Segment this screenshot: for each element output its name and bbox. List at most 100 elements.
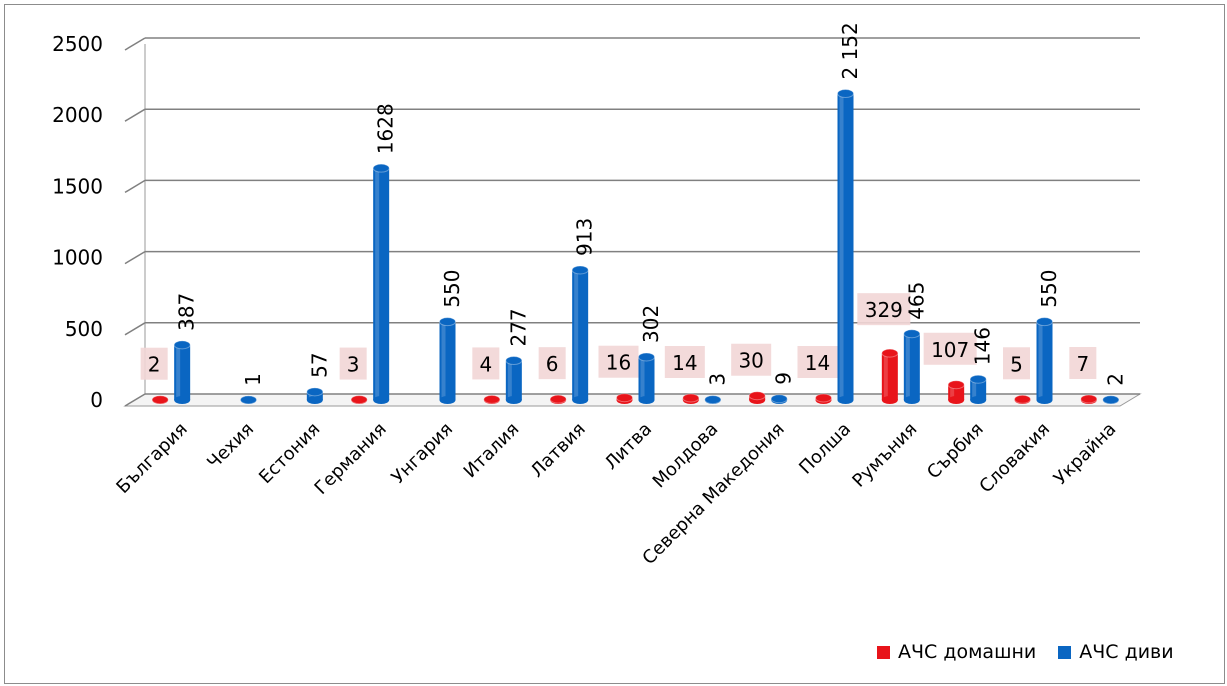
legend-label-domestic: АЧС домашни	[898, 641, 1037, 663]
bar-domestic-highlight	[950, 384, 955, 400]
bar-wild-top	[173, 340, 191, 350]
data-label-wild: 9	[772, 372, 796, 385]
data-label-domestic: 14	[664, 346, 705, 379]
bar-wild-top	[969, 374, 987, 384]
bar-wild-body	[1036, 321, 1053, 400]
data-label-text: 4	[479, 352, 492, 376]
bar-wild-base	[837, 396, 854, 404]
x-tick-label: Латвия	[527, 419, 590, 482]
bar-wild-top	[240, 395, 257, 405]
bar-wild-highlight	[176, 344, 181, 400]
x-tick-label: Литва	[601, 419, 656, 474]
data-label-box	[472, 347, 500, 380]
x-tick-label: Естония	[255, 419, 324, 488]
data-label-wild: 2 152	[838, 22, 862, 79]
bar-wild-base	[572, 396, 589, 404]
bar-wild-top	[306, 387, 324, 397]
data-label-wild: 57	[307, 352, 331, 377]
x-tick-label: България	[112, 419, 191, 498]
bar-domestic	[549, 394, 567, 404]
data-label-wild: 302	[639, 305, 663, 343]
bar-domestic-top	[1014, 394, 1031, 404]
bar-wild-highlight	[375, 168, 380, 400]
bar-wild	[903, 329, 921, 404]
bar-wild-body	[174, 344, 191, 400]
data-label-text: 6	[546, 352, 559, 376]
x-tick-label: Унгария	[388, 419, 457, 488]
bar-domestic-top	[682, 393, 700, 403]
bar-wild-highlight	[839, 93, 844, 400]
data-label-box	[339, 347, 367, 380]
bar-domestic-top	[483, 394, 501, 404]
data-label-text: 2	[148, 353, 161, 377]
bar-wild-highlight	[1038, 321, 1043, 400]
bar-domestic-top	[815, 393, 832, 403]
data-label-domestic: 14	[797, 346, 838, 379]
gridline-depth	[124, 393, 146, 407]
y-tick-label: 0	[90, 388, 103, 412]
bar-domestic-top	[549, 394, 567, 404]
bar-wild	[1036, 317, 1053, 404]
data-label-text: 3	[347, 353, 360, 377]
bar-domestic-base	[948, 396, 965, 404]
bar-domestic-top	[748, 391, 766, 401]
bar-wild	[306, 387, 324, 404]
bar-domestic-top	[881, 348, 899, 358]
bar-wild-highlight	[640, 356, 645, 400]
bar-domestic-base	[881, 396, 898, 404]
data-label-domestic: 5	[1003, 347, 1030, 380]
data-label-domestic: 107	[923, 332, 977, 365]
data-label-domestic: 7	[1069, 347, 1097, 380]
bars	[151, 89, 1120, 405]
bar-domestic-top	[151, 395, 169, 405]
x-tick-label: Чехия	[203, 419, 258, 474]
bar-wild-top	[1036, 317, 1053, 327]
x-tick-label: Румъния	[848, 419, 921, 492]
data-label-domestic: 16	[598, 345, 639, 378]
data-label-text: 16	[606, 351, 631, 375]
bar-wild-base	[373, 396, 390, 404]
bar-wild	[1102, 395, 1120, 405]
data-label-text: 107	[931, 338, 969, 362]
y-tick-label: 1000	[52, 246, 103, 270]
data-label-wild: 550	[440, 269, 464, 307]
gridline-depth	[124, 37, 146, 51]
x-tick-label: Словакия	[975, 419, 1054, 498]
bar-wild	[505, 356, 523, 404]
gridline-depth	[124, 108, 146, 122]
gridline-depth	[124, 179, 146, 194]
bar-wild-body	[306, 391, 323, 400]
bar-wild-top	[1102, 395, 1120, 405]
bar-wild-top	[505, 356, 523, 366]
bar-domestic	[881, 348, 899, 404]
data-label-box	[1003, 347, 1030, 380]
data-label-text: 5	[1010, 352, 1023, 376]
bar-domestic	[350, 395, 368, 405]
legend-swatch-wild	[1058, 645, 1072, 659]
bar-wild-body	[439, 321, 456, 400]
bar-domestic-highlight	[883, 353, 888, 400]
bar-wild-top	[638, 352, 655, 362]
legend-item-wild: АЧС диви	[1058, 641, 1174, 663]
bar-domestic	[815, 393, 832, 404]
bar-wild-top	[372, 163, 390, 173]
data-label-wild: 1	[241, 373, 265, 386]
data-label-wild: 2	[1103, 373, 1127, 386]
bar-wild-base	[174, 396, 191, 404]
bar-wild-top	[903, 329, 921, 339]
data-label-wild: 146	[971, 327, 995, 365]
x-tick-label: Италия	[460, 419, 524, 483]
bar-wild-highlight	[972, 379, 977, 400]
gridline-depth	[124, 250, 146, 265]
data-label-box	[140, 347, 168, 380]
bar-wild-base	[1036, 396, 1053, 404]
bar-wild-body	[837, 93, 854, 400]
bar-wild-top	[837, 89, 854, 99]
data-label-text: 329	[865, 298, 903, 322]
gridline-depth	[124, 322, 146, 336]
bar-domestic-body	[881, 353, 898, 400]
x-tick-label: Германия	[311, 419, 391, 499]
bar-wild	[571, 265, 589, 404]
